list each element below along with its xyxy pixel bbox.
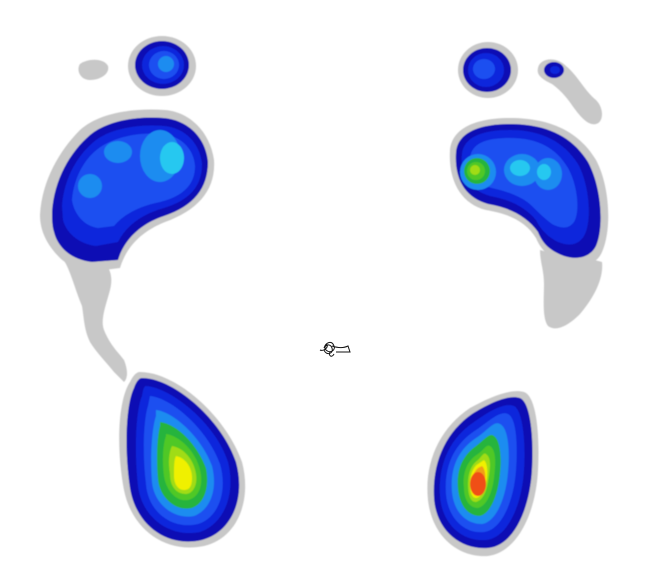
right-heel [427, 391, 539, 557]
right-forefoot [449, 118, 609, 266]
right-arch-gray [540, 250, 603, 329]
left-forefoot [40, 109, 215, 271]
left-big-toe [128, 36, 196, 96]
left-heel [119, 372, 246, 548]
right-small-toe [537, 59, 602, 125]
left-foot [40, 36, 246, 548]
left-toe-gray-blob [78, 59, 109, 80]
center-of-pressure-trace [319, 341, 351, 357]
right-big-toe [458, 42, 518, 98]
right-foot [427, 42, 609, 557]
